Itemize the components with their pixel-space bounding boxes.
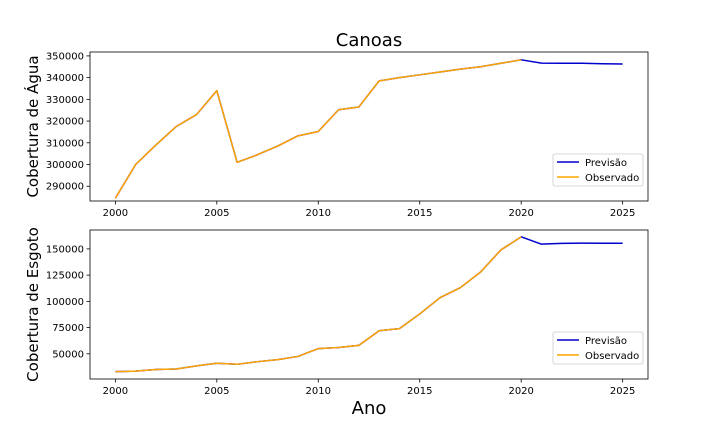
y-tick-label: 300000 [46,160,84,171]
series-line-observado [114,59,522,199]
x-tick-label: 2005 [204,386,229,397]
series-line-observado [115,236,522,373]
legend-label-previsao: Previsão [585,158,627,169]
y-tick-label: 310000 [46,138,84,149]
y-tick-label: 320000 [46,117,84,128]
x-tick-label: 2025 [610,386,635,397]
x-tick-label: 2000 [103,386,128,397]
y-tick-label: 75000 [52,323,84,334]
chart-title: Canoas [336,30,402,51]
sewage-coverage-panel: Cobertura de Esgoto Ano 2000 2005 2010 2015… [24,227,649,419]
water-coverage-panel: Cobertura de Água 2000 2005 2010 2015 2020 20… [23,51,649,219]
x-tick-label: 2010 [306,208,331,219]
y-tick-label: 125000 [46,271,84,282]
legend-label-observado: Observado [585,351,639,362]
legend-label-observado: Observado [585,173,639,184]
x-tick-label: 2020 [508,208,533,219]
y-axis-label: Cobertura de Água [23,55,42,197]
x-axis-label: Ano [352,398,387,419]
x-tick-label: 2020 [508,386,533,397]
series-lines [115,236,623,373]
y-tick-label: 150000 [46,244,84,255]
y-tick-label: 290000 [46,182,84,193]
y-tick-label: 50000 [52,349,84,360]
x-tick-label: 2005 [204,208,229,219]
y-axis-label: Cobertura de Esgoto [24,227,42,382]
legend-label-previsao: Previsão [585,336,627,347]
axis-ticks: 2000 2005 2010 2015 2020 2025 50000 75000 100000… [46,244,636,397]
legend: Previsão Observado [552,331,644,365]
axis-ticks: 2000 2005 2010 2015 2020 2025 290000 300000 3100… [46,51,636,219]
x-tick-label: 2010 [306,386,331,397]
y-tick-label: 350000 [46,51,84,62]
x-tick-label: 2015 [407,208,432,219]
y-tick-label: 100000 [46,297,84,308]
x-tick-label: 2000 [103,208,128,219]
y-tick-label: 330000 [46,95,84,106]
legend: Previsão Observado [552,153,644,187]
x-tick-label: 2025 [610,208,635,219]
y-tick-label: 340000 [46,73,84,84]
series-lines [114,59,623,199]
x-tick-label: 2015 [407,386,432,397]
